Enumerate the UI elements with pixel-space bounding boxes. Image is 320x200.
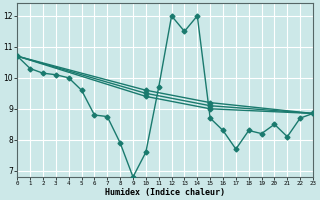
X-axis label: Humidex (Indice chaleur): Humidex (Indice chaleur) — [105, 188, 225, 197]
